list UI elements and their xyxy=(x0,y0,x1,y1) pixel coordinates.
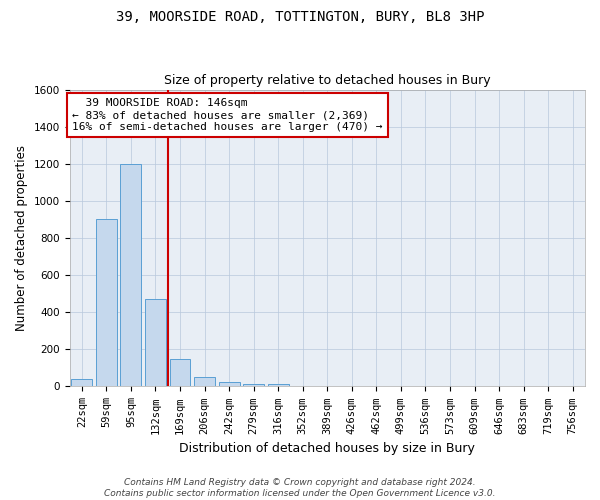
Text: 39, MOORSIDE ROAD, TOTTINGTON, BURY, BL8 3HP: 39, MOORSIDE ROAD, TOTTINGTON, BURY, BL8… xyxy=(116,10,484,24)
Text: 39 MOORSIDE ROAD: 146sqm
← 83% of detached houses are smaller (2,369)
16% of sem: 39 MOORSIDE ROAD: 146sqm ← 83% of detach… xyxy=(72,98,383,132)
Bar xyxy=(170,358,190,386)
Bar xyxy=(71,379,92,386)
Bar xyxy=(194,377,215,386)
Y-axis label: Number of detached properties: Number of detached properties xyxy=(15,145,28,331)
Bar xyxy=(96,220,117,386)
Title: Size of property relative to detached houses in Bury: Size of property relative to detached ho… xyxy=(164,74,491,87)
Bar xyxy=(121,164,142,386)
X-axis label: Distribution of detached houses by size in Bury: Distribution of detached houses by size … xyxy=(179,442,475,455)
Bar xyxy=(243,384,264,386)
Bar xyxy=(218,382,239,386)
Bar xyxy=(268,384,289,386)
Text: Contains HM Land Registry data © Crown copyright and database right 2024.
Contai: Contains HM Land Registry data © Crown c… xyxy=(104,478,496,498)
Bar xyxy=(145,299,166,386)
